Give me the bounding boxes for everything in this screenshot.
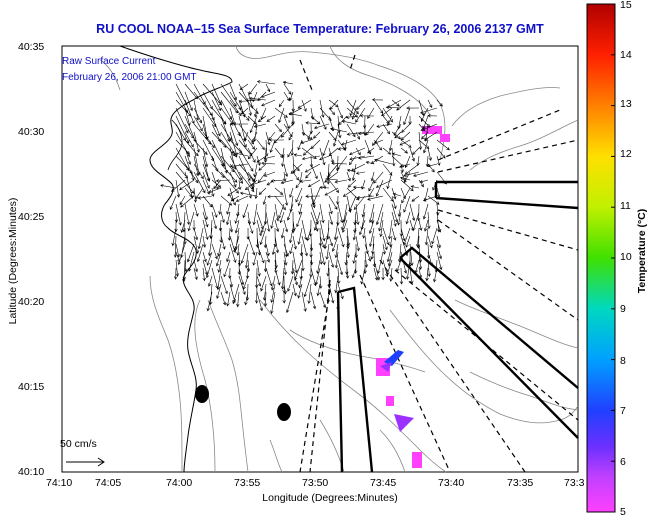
colorbar-ticks [611,3,615,513]
colorbar-tick-label: 13 [620,98,632,110]
y-tick-label: 40:20 [18,296,45,308]
x-tick-label: 74:10 [46,477,73,489]
buoy-marker [277,403,291,421]
map-layer [66,45,579,473]
colorbar-tick-label: 11 [620,200,631,212]
colorbar-tick-label: 7 [620,405,626,417]
colorbar-tick-label: 5 [620,506,626,518]
current-vectors [160,80,450,315]
x-tick-label: 73:35 [507,477,534,489]
colorbar-tick-label: 8 [620,355,626,367]
plot-frame [61,45,579,473]
colorbar [586,3,616,513]
y-tick-label: 40:10 [18,466,45,478]
scale-arrow [66,457,105,467]
y-axis-label: Latitude (Degrees:Minutes) [7,197,19,325]
x-axis-label: Longitude (Degrees:Minutes) [262,492,398,504]
coastline [119,45,233,473]
x-tick-label: 73:45 [370,477,397,489]
transect-boxes [336,180,579,473]
y-tick-label: 40:35 [18,41,45,53]
scale-vector-label: 50 cm/s [60,438,97,450]
buoy-marker [195,385,209,403]
colorbar-tick-label: 6 [620,456,626,468]
current-vector [160,80,450,315]
y-tick-label: 40:30 [18,126,45,138]
legend-line-2: February 26, 2006 21:00 GMT [62,72,197,83]
sst-patches [376,126,450,468]
y-tick-label: 40:25 [18,211,45,223]
colorbar-tick-label: 15 [620,0,632,11]
x-tick-label: 74:05 [95,477,122,489]
legend-line-1: Raw Surface Current [62,56,156,67]
colorbar-tick-label: 10 [620,251,632,263]
colorbar-tick-label: 12 [620,148,632,160]
y-tick-label: 40:15 [18,381,45,393]
x-tick-label: 74:00 [166,477,193,489]
colorbar-tick-label: 9 [620,303,626,315]
x-tick-label: 73:40 [438,477,465,489]
x-tick-label: 73:50 [302,477,329,489]
x-tick-label: 73:55 [234,477,261,489]
colorbar-tick-label: 14 [620,49,632,61]
x-tick-label: 73:3 [564,477,585,489]
map-title: RU COOL NOAA–15 Sea Surface Temperature:… [96,22,544,36]
colorbar-label: Temperature (°C) [636,208,648,294]
